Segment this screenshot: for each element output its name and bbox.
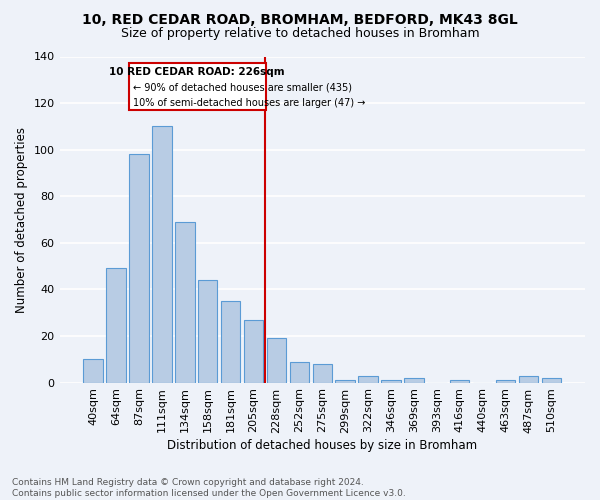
Bar (335, 380, 355, 382)
Bar (290, 362, 309, 382)
Text: 10, RED CEDAR ROAD, BROMHAM, BEDFORD, MK43 8GL: 10, RED CEDAR ROAD, BROMHAM, BEDFORD, MK… (82, 12, 518, 26)
Bar (313, 364, 332, 382)
Bar (83, 360, 103, 382)
Text: ← 90% of detached houses are smaller (435): ← 90% of detached houses are smaller (43… (133, 82, 352, 92)
Bar (152, 126, 172, 382)
Text: Contains HM Land Registry data © Crown copyright and database right 2024.
Contai: Contains HM Land Registry data © Crown c… (12, 478, 406, 498)
Bar (267, 338, 286, 382)
Bar (381, 380, 401, 382)
Bar (221, 301, 241, 382)
Bar (358, 376, 378, 382)
FancyBboxPatch shape (128, 64, 266, 110)
Bar (129, 154, 149, 382)
Text: 10 RED CEDAR ROAD: 226sqm: 10 RED CEDAR ROAD: 226sqm (109, 67, 285, 77)
Text: 10% of semi-detached houses are larger (47) →: 10% of semi-detached houses are larger (… (133, 98, 365, 108)
Y-axis label: Number of detached properties: Number of detached properties (15, 126, 28, 312)
Bar (496, 380, 515, 382)
Bar (244, 320, 263, 382)
X-axis label: Distribution of detached houses by size in Bromham: Distribution of detached houses by size … (167, 440, 478, 452)
Bar (519, 376, 538, 382)
Bar (175, 222, 194, 382)
Bar (404, 378, 424, 382)
Text: Size of property relative to detached houses in Bromham: Size of property relative to detached ho… (121, 28, 479, 40)
Bar (450, 380, 469, 382)
Bar (106, 268, 126, 382)
Bar (198, 280, 217, 382)
Bar (542, 378, 561, 382)
